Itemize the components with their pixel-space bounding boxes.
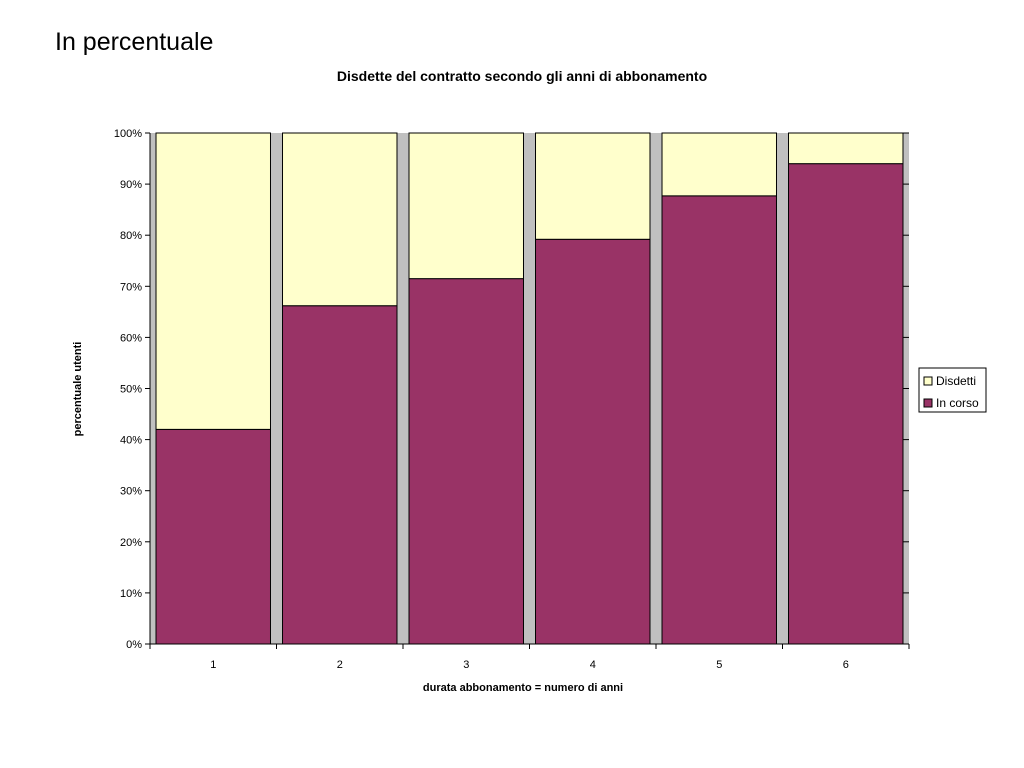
x-tick-label: 2: [337, 659, 343, 671]
bar-disdetti-3: [408, 132, 524, 280]
plot-background: [150, 133, 909, 644]
bar-in-corso-3: [408, 278, 524, 645]
y-tick-label: 20%: [120, 537, 142, 549]
chart-title: Disdette del contratto secondo gli anni …: [337, 68, 707, 84]
bar-in-corso-1: [155, 428, 271, 645]
y-tick-label: 30%: [120, 486, 142, 498]
x-tick-label: 6: [843, 659, 849, 671]
x-tick-label: 1: [210, 659, 216, 671]
x-tick-label: 4: [590, 659, 596, 671]
y-tick-label: 10%: [120, 588, 142, 600]
bar-disdetti-1: [155, 132, 271, 430]
bar-disdetti-6: [788, 132, 904, 165]
y-tick-label: 50%: [120, 384, 142, 396]
x-axis-title: durata abbonamento = numero di anni: [423, 682, 623, 694]
y-tick-label: 40%: [120, 435, 142, 447]
legend-swatch-in-corso: [923, 398, 933, 408]
y-tick-label: 80%: [120, 230, 142, 242]
y-tick-label: 100%: [114, 128, 142, 140]
bar-disdetti-4: [535, 132, 651, 240]
legend-label-in-corso: In corso: [936, 396, 979, 410]
bar-in-corso-6: [788, 163, 904, 645]
bar-in-corso-5: [661, 195, 777, 645]
x-tick-label: 3: [463, 659, 469, 671]
y-tick-label: 60%: [120, 332, 142, 344]
plot-area: 0% 10% 20% 30% 40% 50% 60% 70% 80% 90% 100% 1 2 3 4 5 6: [114, 128, 910, 671]
y-tick-label: 90%: [120, 179, 142, 191]
y-tick-label: 70%: [120, 281, 142, 293]
legend-swatch-disdetti: [923, 376, 933, 386]
legend-label-disdetti: Disdetti: [936, 374, 976, 388]
bar-in-corso-2: [282, 305, 398, 645]
bar-in-corso-4: [535, 238, 651, 645]
bar-disdetti-5: [661, 132, 777, 197]
slide-title: In percentuale: [55, 28, 214, 56]
y-axis-title: percentuale utenti: [72, 342, 84, 437]
legend: Disdetti In corso: [918, 367, 987, 413]
bar-disdetti-2: [282, 132, 398, 307]
y-tick-label: 0%: [126, 639, 142, 651]
x-tick-label: 5: [716, 659, 722, 671]
